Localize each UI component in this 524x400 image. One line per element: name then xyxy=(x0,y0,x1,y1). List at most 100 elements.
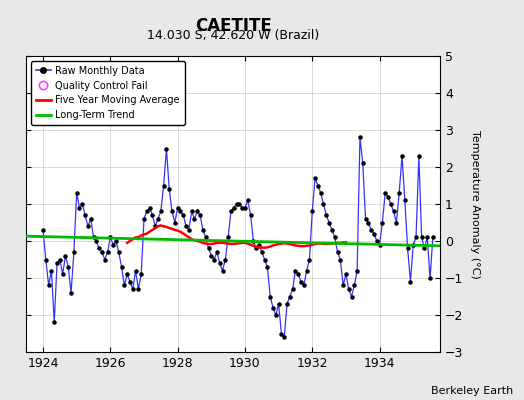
Point xyxy=(59,271,67,278)
Point xyxy=(109,242,117,248)
Point xyxy=(193,208,201,214)
Point xyxy=(241,204,249,211)
Point xyxy=(95,245,103,252)
Point xyxy=(409,242,418,248)
Point xyxy=(173,204,182,211)
Point xyxy=(269,304,277,311)
Point xyxy=(53,260,61,266)
Point xyxy=(358,160,367,166)
Point xyxy=(336,256,344,263)
Point xyxy=(362,216,370,222)
Point xyxy=(210,256,219,263)
Point xyxy=(151,223,159,229)
Point xyxy=(266,293,275,300)
Point xyxy=(132,267,140,274)
Point xyxy=(297,278,305,285)
Legend: Raw Monthly Data, Quality Control Fail, Five Year Moving Average, Long-Term Tren: Raw Monthly Data, Quality Control Fail, … xyxy=(31,61,185,125)
Point xyxy=(72,190,81,196)
Point xyxy=(384,193,392,200)
Point xyxy=(271,312,280,318)
Point xyxy=(61,253,70,259)
Point xyxy=(227,208,235,214)
Point xyxy=(204,245,213,252)
Point xyxy=(45,282,53,289)
Point xyxy=(219,267,227,274)
Point xyxy=(420,245,429,252)
Point xyxy=(370,230,378,237)
Point xyxy=(255,242,263,248)
Point xyxy=(115,249,123,255)
Point xyxy=(143,208,151,214)
Point xyxy=(283,301,291,307)
Point xyxy=(75,204,84,211)
Point xyxy=(190,216,199,222)
Point xyxy=(333,249,342,255)
Point xyxy=(162,145,171,152)
Point xyxy=(412,234,420,240)
Point xyxy=(70,249,78,255)
Point xyxy=(398,153,406,159)
Point xyxy=(224,234,232,240)
Point xyxy=(395,190,403,196)
Point xyxy=(221,256,230,263)
Point xyxy=(207,253,215,259)
Point xyxy=(305,256,314,263)
Point xyxy=(423,234,431,240)
Title: CAETITE: CAETITE xyxy=(195,17,271,35)
Point xyxy=(364,219,373,226)
Point xyxy=(165,186,173,192)
Point xyxy=(342,271,350,278)
Point xyxy=(78,201,86,207)
Point xyxy=(157,208,165,214)
Point xyxy=(176,208,184,214)
Point xyxy=(134,286,143,292)
Point xyxy=(215,260,224,266)
Point xyxy=(39,227,47,233)
Point xyxy=(429,234,437,240)
Point xyxy=(106,234,115,240)
Point xyxy=(98,249,106,255)
Point xyxy=(403,245,412,252)
Point xyxy=(280,334,288,340)
Point xyxy=(308,208,316,214)
Point xyxy=(319,201,328,207)
Point xyxy=(232,201,241,207)
Point xyxy=(344,286,353,292)
Point xyxy=(314,182,322,189)
Point xyxy=(260,256,269,263)
Point xyxy=(375,242,384,248)
Point xyxy=(389,208,398,214)
Point xyxy=(286,293,294,300)
Point xyxy=(168,208,176,214)
Point xyxy=(171,219,179,226)
Point xyxy=(238,204,246,211)
Point xyxy=(154,216,162,222)
Point xyxy=(414,153,423,159)
Point xyxy=(84,223,92,229)
Point xyxy=(146,204,154,211)
Point xyxy=(325,219,333,226)
Text: 14.030 S, 42.620 W (Brazil): 14.030 S, 42.620 W (Brazil) xyxy=(147,29,319,42)
Point xyxy=(41,256,50,263)
Point xyxy=(188,208,196,214)
Point xyxy=(202,234,210,240)
Point xyxy=(86,216,95,222)
Point xyxy=(235,201,244,207)
Point xyxy=(288,286,297,292)
Point xyxy=(258,249,266,255)
Point xyxy=(392,219,401,226)
Point xyxy=(50,319,59,326)
Point xyxy=(196,212,204,218)
Point xyxy=(367,227,375,233)
Point xyxy=(356,134,364,140)
Point xyxy=(294,271,302,278)
Point xyxy=(148,212,157,218)
Point xyxy=(47,267,56,274)
Point xyxy=(199,227,207,233)
Point xyxy=(92,238,101,244)
Point xyxy=(401,197,409,204)
Point xyxy=(120,282,128,289)
Point xyxy=(64,264,72,270)
Point xyxy=(252,245,260,252)
Point xyxy=(137,271,145,278)
